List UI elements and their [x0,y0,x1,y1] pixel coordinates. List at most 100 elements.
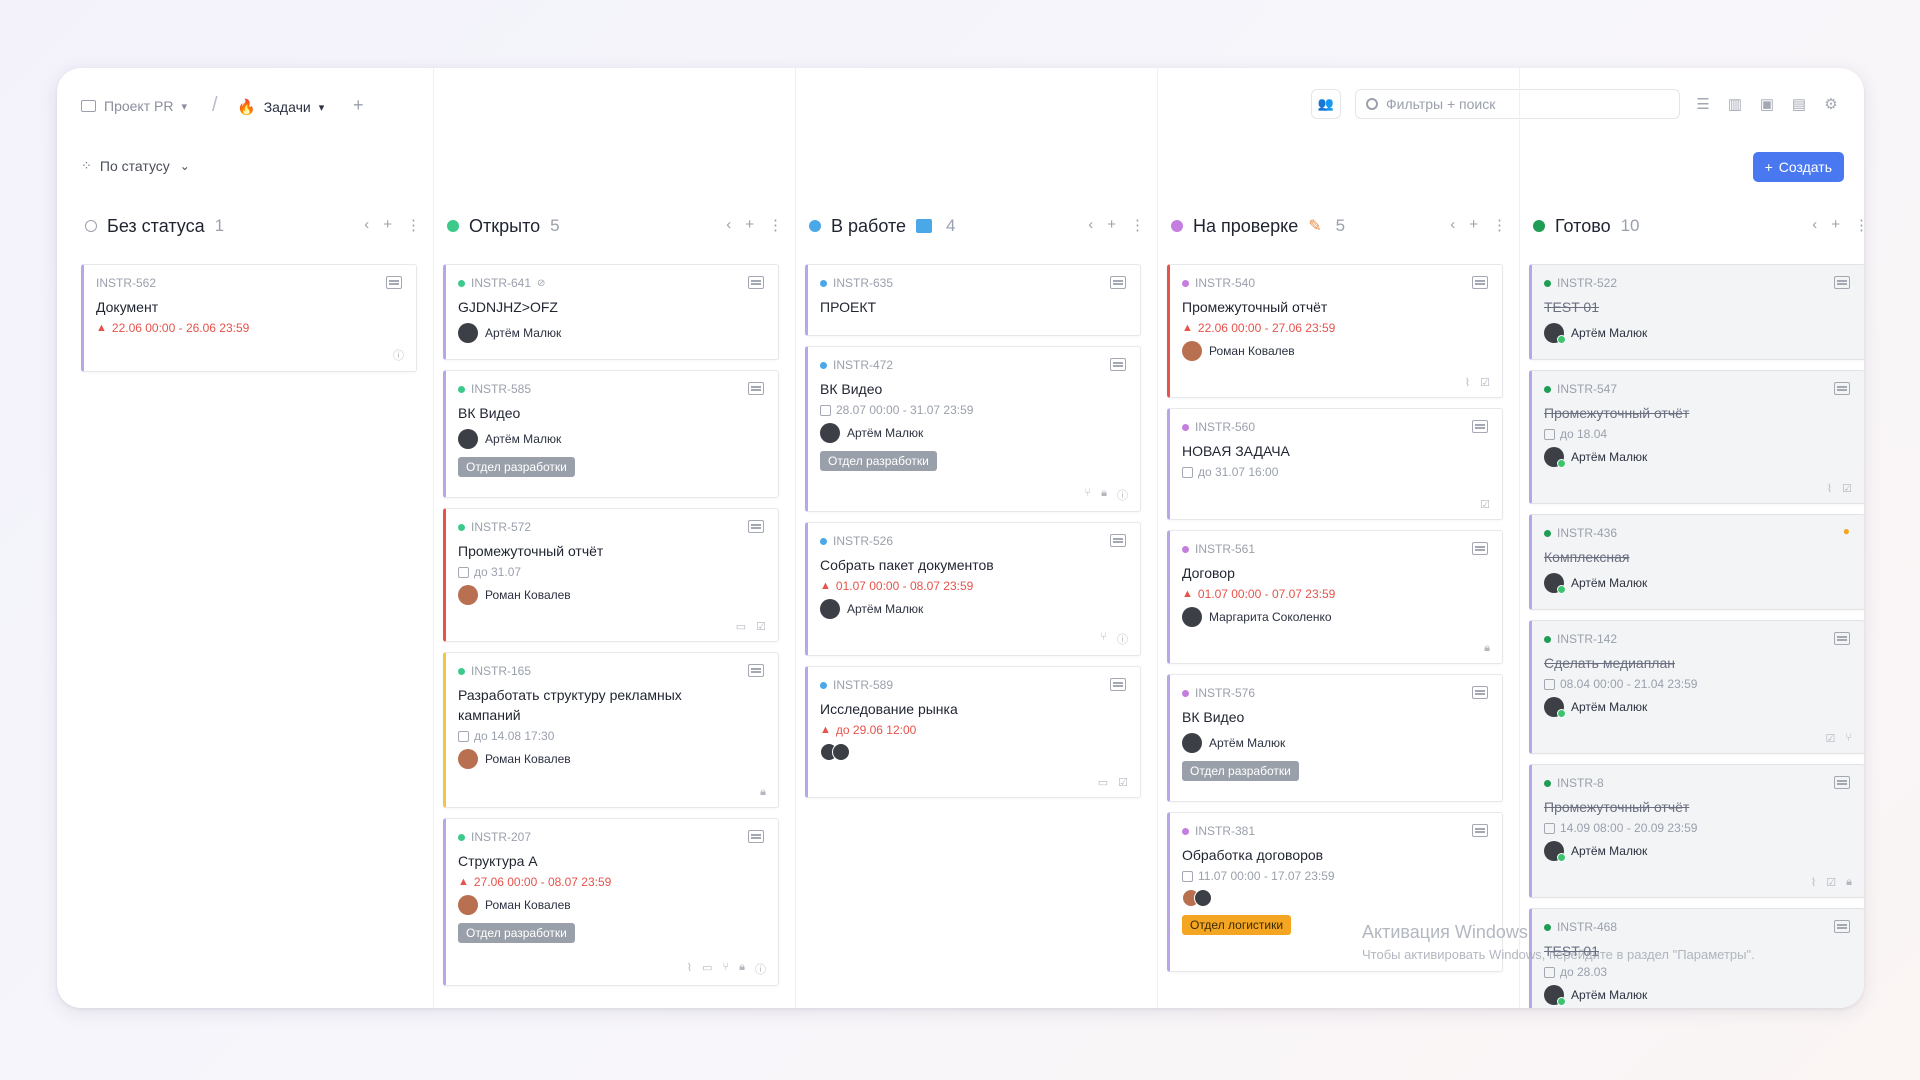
user-filter-button[interactable]: 👥 [1311,89,1341,119]
create-button[interactable]: + Создать [1752,152,1844,182]
info-icon[interactable]: ⓘ [1117,490,1128,502]
card-menu-icon[interactable] [748,382,764,395]
task-card[interactable]: INSTR-526 Собрать пакет документов ▲ 01.0… [805,522,1141,656]
more-icon[interactable]: ⋮ [1130,217,1145,234]
checklist-icon[interactable]: ☑ [756,621,766,633]
task-card[interactable]: INSTR-576 ВК Видео Артём Малюк Отдел раз… [1167,674,1503,802]
lock-icon[interactable]: 🔒︎ [1846,876,1852,888]
checklist-icon[interactable]: ☑ [1825,733,1836,745]
card-menu-icon[interactable] [1834,632,1850,645]
task-card[interactable]: INSTR-547 Промежуточный отчёт до 18.04 А… [1529,370,1864,504]
department-tag[interactable]: Отдел разработки [820,451,937,471]
task-card[interactable]: INSTR-560 НОВАЯ ЗАДАЧА до 31.07 16:00 ☑ [1167,408,1503,520]
task-card[interactable]: INSTR-561 Договор ▲ 01.07 00:00 - 07.07 2… [1167,530,1503,664]
card-menu-icon[interactable] [1472,824,1488,837]
collapse-icon[interactable]: ‹ [1812,216,1818,233]
task-card[interactable]: INSTR-562 Документ ▲ 22.06 00:00 - 26.06 … [81,264,417,372]
task-card[interactable]: INSTR-165 Разработать структуру рекламны… [443,652,779,808]
more-icon[interactable]: ⋮ [1492,217,1507,234]
info-icon[interactable]: ⓘ [1117,634,1128,646]
search-input[interactable]: Фильтры + поиск [1355,89,1680,119]
attachment-icon[interactable]: ⌇ [1810,877,1817,889]
info-icon[interactable]: ⓘ [393,350,404,362]
card-menu-icon[interactable] [1834,382,1850,395]
add-card-icon[interactable]: + [1107,216,1116,233]
task-card[interactable]: INSTR-572 Промежуточный отчёт до 31.07 Р… [443,508,779,642]
task-card[interactable]: INSTR-585 ВК Видео Артём Малюк Отдел раз… [443,370,779,498]
checklist-icon[interactable]: ☑ [1826,877,1837,889]
checklist-icon[interactable]: ☑ [1480,377,1490,389]
card-menu-icon[interactable] [1110,358,1126,371]
department-tag[interactable]: Отдел разработки [458,923,575,943]
gear-icon[interactable]: ⚙ [1824,96,1838,113]
subtask-icon[interactable]: ⑂ [722,961,730,973]
task-card[interactable]: INSTR-641 ⊘ GJDNJHZ>OFZ Артём Малюк [443,264,779,360]
lock-icon[interactable]: 🔒︎ [760,786,766,798]
add-card-icon[interactable]: + [1831,216,1840,233]
card-menu-icon[interactable] [1472,276,1488,289]
card-menu-icon[interactable] [1834,776,1850,789]
add-card-icon[interactable]: + [745,216,754,233]
card-menu-icon[interactable] [748,520,764,533]
add-card-icon[interactable]: + [1469,216,1478,233]
checklist-icon[interactable]: ☑ [1118,777,1128,789]
card-menu-icon[interactable] [748,830,764,843]
lock-icon[interactable]: 🔒︎ [1484,642,1490,654]
card-menu-icon[interactable] [1472,686,1488,699]
add-card-icon[interactable]: + [383,216,392,233]
archive-icon[interactable]: ▤ [1791,96,1807,113]
card-menu-icon[interactable] [1110,534,1126,547]
card-menu-icon[interactable] [748,276,764,289]
task-card[interactable]: INSTR-522 TEST 01 Артём Малюк [1529,264,1864,360]
card-menu-icon[interactable] [386,276,402,289]
more-icon[interactable]: ⋮ [1854,217,1864,234]
attachment-icon[interactable]: ⌇ [686,962,693,974]
collapse-icon[interactable]: ‹ [726,216,732,233]
chart-icon[interactable]: ▥ [1727,96,1743,113]
task-card[interactable]: INSTR-468 TEST 01 до 28.03 Артём Малюк [1529,908,1864,1008]
card-menu-icon[interactable] [1834,276,1850,289]
card-menu-icon[interactable] [748,664,764,677]
card-menu-icon[interactable] [1472,542,1488,555]
collapse-icon[interactable]: ‹ [1088,216,1094,233]
task-card[interactable]: INSTR-207 Структура А ▲ 27.06 00:00 - 08.… [443,818,779,986]
add-view-button[interactable]: + [353,95,364,115]
checklist-icon[interactable]: ☑ [1842,483,1852,495]
task-card[interactable]: INSTR-635 ПРОЕКТ [805,264,1141,336]
task-card[interactable]: INSTR-472 ВК Видео 28.07 00:00 - 31.07 2… [805,346,1141,512]
board-icon[interactable]: ▣ [1759,96,1775,113]
more-icon[interactable]: ⋮ [406,217,421,234]
subtask-icon[interactable]: ⑂ [1084,487,1092,499]
comment-icon[interactable]: ▭ [735,621,747,633]
breadcrumb-tasks[interactable]: 🔥 Задачи ▾ [237,98,324,116]
department-tag[interactable]: Отдел разработки [1182,761,1299,781]
attachment-icon[interactable]: ⌇ [1464,377,1471,389]
info-icon[interactable]: ⓘ [755,964,766,976]
lock-icon[interactable]: 🔒︎ [1101,487,1107,499]
attachment-icon[interactable]: ⌇ [1826,483,1833,495]
card-menu-icon[interactable] [1110,678,1126,691]
comment-icon[interactable]: ▭ [1097,777,1109,789]
task-card[interactable]: INSTR-8 Промежуточный отчёт 14.09 08:00 … [1529,764,1864,898]
group-by-selector[interactable]: ⁘ По статусу ⌄ [81,158,190,174]
task-card[interactable]: INSTR-381 Обработка договоров 11.07 00:0… [1167,812,1503,972]
comment-icon[interactable]: ▭ [702,962,713,974]
collapse-icon[interactable]: ‹ [1450,216,1456,233]
card-menu-icon[interactable] [1110,276,1126,289]
department-tag[interactable]: Отдел логистики [1182,915,1292,935]
checklist-icon[interactable]: ☑ [1480,499,1490,511]
task-card[interactable]: INSTR-436 ● Комплексная Артём Малюк [1529,514,1864,610]
card-menu-icon[interactable] [1472,420,1488,433]
breadcrumb-project[interactable]: Проект PR ▾ [81,98,187,114]
subtask-icon[interactable]: ⑂ [1100,631,1107,643]
lock-icon[interactable]: 🔒︎ [739,961,745,973]
department-tag[interactable]: Отдел разработки [458,457,575,477]
more-icon[interactable]: ⋮ [768,217,783,234]
task-card[interactable]: INSTR-142 Сделать медиаплан 08.04 00:00 … [1529,620,1864,754]
task-card[interactable]: INSTR-540 Промежуточный отчёт ▲ 22.06 00:… [1167,264,1503,398]
collapse-icon[interactable]: ‹ [364,216,370,233]
card-menu-icon[interactable] [1834,920,1850,933]
subtask-icon[interactable]: ⑂ [1845,732,1852,744]
task-card[interactable]: INSTR-589 Исследование рынка ▲ до 29.06 1… [805,666,1141,798]
list-view-icon[interactable]: ☰ [1696,96,1710,113]
